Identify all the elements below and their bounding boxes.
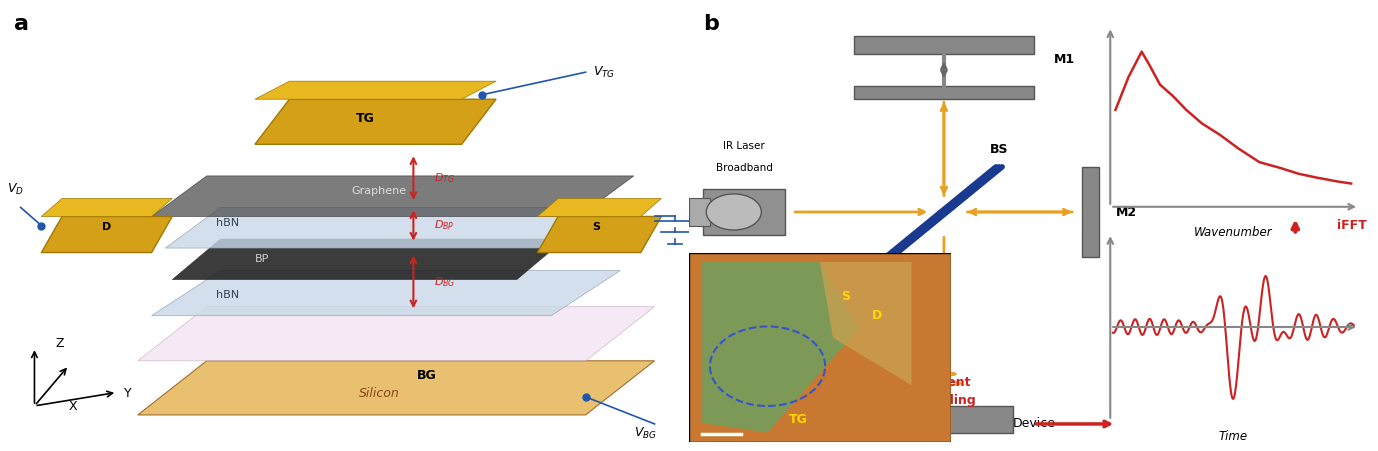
Circle shape <box>706 194 761 230</box>
FancyBboxPatch shape <box>854 36 1034 54</box>
Polygon shape <box>41 216 172 253</box>
Text: hBN: hBN <box>216 217 238 227</box>
Polygon shape <box>138 361 655 415</box>
Polygon shape <box>255 99 496 144</box>
Polygon shape <box>41 198 172 216</box>
Text: sampling: sampling <box>912 394 976 407</box>
Polygon shape <box>255 81 496 99</box>
Text: iFFT: iFFT <box>1337 219 1367 232</box>
Text: M1: M1 <box>1054 53 1075 66</box>
Text: TG: TG <box>356 112 375 125</box>
Text: BS: BS <box>989 143 1009 156</box>
Text: $D_{TG}$: $D_{TG}$ <box>434 171 455 185</box>
Text: Current: Current <box>918 376 970 389</box>
FancyBboxPatch shape <box>689 253 951 442</box>
Text: $V_{TG}$: $V_{TG}$ <box>593 64 615 80</box>
Text: S: S <box>841 290 850 303</box>
Polygon shape <box>138 307 655 361</box>
Text: TG: TG <box>788 413 808 426</box>
Text: $D_{BG}$: $D_{BG}$ <box>434 275 456 289</box>
Text: X: X <box>69 400 77 414</box>
Text: BG: BG <box>418 369 437 382</box>
Text: D: D <box>102 222 112 232</box>
Text: Z: Z <box>55 337 63 350</box>
Polygon shape <box>172 239 565 280</box>
Polygon shape <box>152 176 634 216</box>
Text: Wavenumber: Wavenumber <box>1193 226 1273 239</box>
Text: Broadband: Broadband <box>715 163 773 173</box>
FancyBboxPatch shape <box>875 406 1013 433</box>
Text: S: S <box>593 222 599 232</box>
Text: a: a <box>14 14 29 33</box>
Text: BP: BP <box>255 253 269 263</box>
Polygon shape <box>165 207 620 248</box>
Text: M2: M2 <box>1116 207 1137 220</box>
Text: IR Laser: IR Laser <box>723 141 765 151</box>
Text: Graphene: Graphene <box>351 186 407 196</box>
Polygon shape <box>701 262 860 433</box>
Text: Time: Time <box>1218 430 1248 443</box>
Polygon shape <box>689 198 710 226</box>
Text: $V_{BG}$: $V_{BG}$ <box>634 425 657 441</box>
FancyBboxPatch shape <box>1082 167 1100 257</box>
Polygon shape <box>537 216 661 253</box>
Text: Silicon: Silicon <box>358 387 400 400</box>
Polygon shape <box>152 271 620 316</box>
Text: $V_D$: $V_D$ <box>7 182 23 197</box>
Text: D: D <box>872 309 882 322</box>
Polygon shape <box>537 198 661 216</box>
Text: $D_{BP}$: $D_{BP}$ <box>434 219 455 232</box>
Text: Y: Y <box>124 387 132 400</box>
Text: b: b <box>703 14 719 33</box>
Polygon shape <box>703 189 785 235</box>
Text: hBN: hBN <box>216 290 238 299</box>
Text: Device: Device <box>1013 418 1056 430</box>
FancyBboxPatch shape <box>854 86 1034 99</box>
Polygon shape <box>820 262 912 385</box>
